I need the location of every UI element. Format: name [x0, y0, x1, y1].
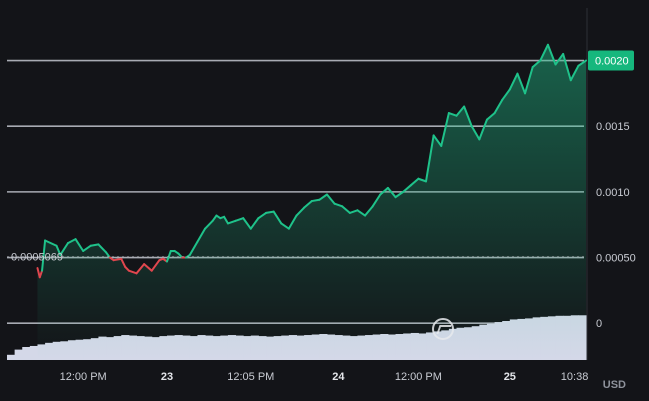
- price-line-segment: [59, 242, 69, 256]
- price-line-segment: [242, 217, 252, 230]
- price-line-segment: [257, 211, 268, 220]
- price-line-segment: [318, 193, 328, 201]
- price-line-segment: [120, 257, 127, 268]
- price-line-segment: [508, 72, 519, 91]
- price-line-segment: [493, 98, 504, 115]
- price-line-segment: [44, 239, 58, 247]
- price-line-segment: [82, 244, 92, 252]
- price-line-segment: [485, 112, 496, 121]
- price-line-segment: [89, 243, 100, 247]
- price-line-segment: [562, 52, 572, 82]
- volume-bar: [14, 349, 23, 360]
- price-axis-label: 0: [596, 318, 602, 330]
- coingecko-logo-icon: [432, 318, 454, 340]
- price-line-segment: [112, 257, 123, 262]
- price-line-segment: [470, 125, 481, 141]
- price-line-segment: [440, 112, 450, 147]
- price-line-segment: [463, 105, 473, 128]
- volume-bar: [29, 345, 38, 360]
- price-line-segment: [425, 134, 435, 183]
- price-line-segment: [402, 184, 412, 193]
- price-line-segment: [188, 240, 199, 256]
- current-price-label: 0.0020: [595, 56, 629, 68]
- price-line-segment: [226, 219, 237, 225]
- price-line-segment: [204, 219, 214, 230]
- price-line-segment: [295, 206, 306, 217]
- price-line-segment: [41, 239, 47, 272]
- price-line-segment: [150, 259, 161, 272]
- price-line-segment: [127, 269, 138, 275]
- price-line-segment: [539, 43, 549, 62]
- price-line-segment: [501, 88, 511, 101]
- time-axis-label: 12:00 PM: [395, 371, 442, 383]
- price-line-segment: [66, 238, 77, 245]
- time-axis-label: 24: [332, 371, 345, 383]
- price-line-segment: [196, 227, 207, 243]
- price-line-segment: [211, 214, 218, 222]
- price-line-segment: [478, 118, 488, 141]
- price-line-segment: [272, 210, 283, 225]
- price-line-segment: [394, 190, 405, 199]
- baseline-label: 0.0005069: [11, 252, 63, 264]
- price-line-segment: [417, 177, 428, 183]
- time-axis-label: 12:00 PM: [60, 371, 107, 383]
- price-line-segment: [223, 215, 229, 225]
- price-line-segment: [97, 243, 108, 254]
- price-line-segment: [135, 263, 146, 275]
- price-line-segment: [569, 64, 580, 82]
- price-line-segment: [38, 269, 44, 279]
- price-line-segment: [325, 193, 336, 205]
- current-price-tag: [588, 50, 634, 71]
- volume-bar: [22, 347, 31, 360]
- price-line-segment: [455, 105, 466, 117]
- price-line-segment: [371, 193, 382, 208]
- price-line-segment: [265, 210, 275, 214]
- price-line-segment: [234, 217, 245, 222]
- price-line-segment: [546, 43, 557, 66]
- time-axis-label: 12:05 PM: [227, 371, 274, 383]
- price-line-segment: [524, 66, 534, 95]
- price-axis-label: 0.0015: [596, 121, 630, 133]
- price-line-segment: [554, 52, 565, 66]
- price-line-segment: [143, 263, 153, 272]
- price-line-segment: [432, 134, 443, 147]
- price-line-segment: [379, 186, 389, 196]
- price-line-segment: [348, 209, 359, 214]
- price-line-segment: [364, 205, 374, 217]
- price-axis-label: 0.0010: [596, 187, 630, 199]
- time-axis-label: 25: [504, 371, 516, 383]
- price-line-segment: [577, 59, 587, 67]
- price-line-segment: [356, 209, 367, 217]
- price-line-segment: [409, 177, 420, 187]
- price-line-segment: [280, 222, 290, 230]
- price-line-segment: [105, 251, 111, 259]
- price-line-segment: [74, 238, 85, 252]
- time-axis-label: 10:38: [561, 371, 589, 383]
- price-axis-label: 0.00050: [596, 253, 636, 265]
- price-line-segment: [447, 112, 458, 117]
- price-line-segment: [531, 59, 542, 69]
- price-line-segment: [249, 217, 260, 230]
- price-line-segment: [303, 200, 313, 209]
- volume-bar: [7, 354, 16, 360]
- price-line-segment: [310, 198, 321, 203]
- price-line-segment: [386, 186, 397, 199]
- price-line-segment: [55, 244, 62, 256]
- time-axis-label: 23: [161, 371, 173, 383]
- price-line-segment: [341, 205, 351, 214]
- currency-label: USD: [602, 379, 626, 391]
- price-line-segment: [287, 214, 298, 230]
- price-line-segment: [516, 72, 527, 95]
- price-line-segment: [333, 202, 344, 208]
